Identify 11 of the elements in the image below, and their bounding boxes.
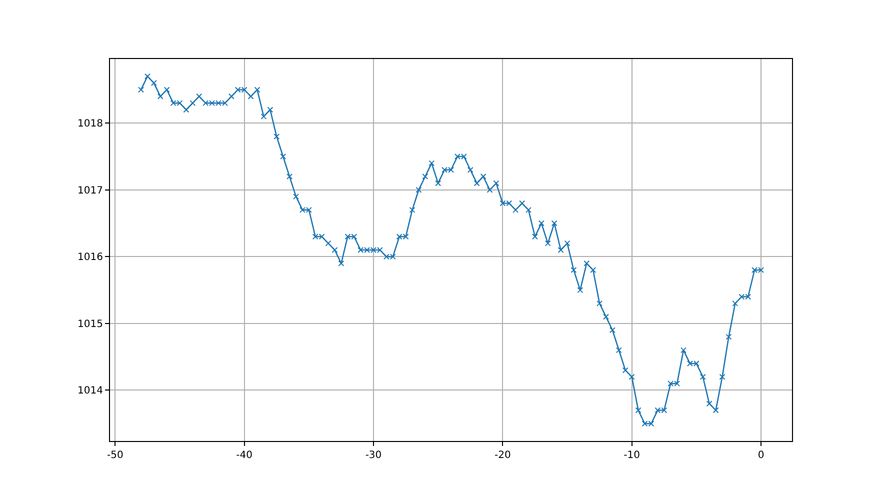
x-tick-label: -10 — [624, 450, 640, 461]
y-tick-label: 1015 — [78, 318, 103, 330]
x-tick-label: -20 — [494, 450, 511, 461]
y-tick-label: 1014 — [78, 386, 103, 397]
x-tick-label: -30 — [365, 450, 382, 461]
x-tick-label: -50 — [107, 450, 124, 461]
x-tick-label: 0 — [758, 450, 764, 461]
y-tick-label: 1016 — [78, 252, 103, 264]
y-tick-label: 1017 — [78, 185, 103, 196]
y-tick-label: 1018 — [78, 118, 103, 130]
x-tick-label: -40 — [236, 450, 252, 461]
